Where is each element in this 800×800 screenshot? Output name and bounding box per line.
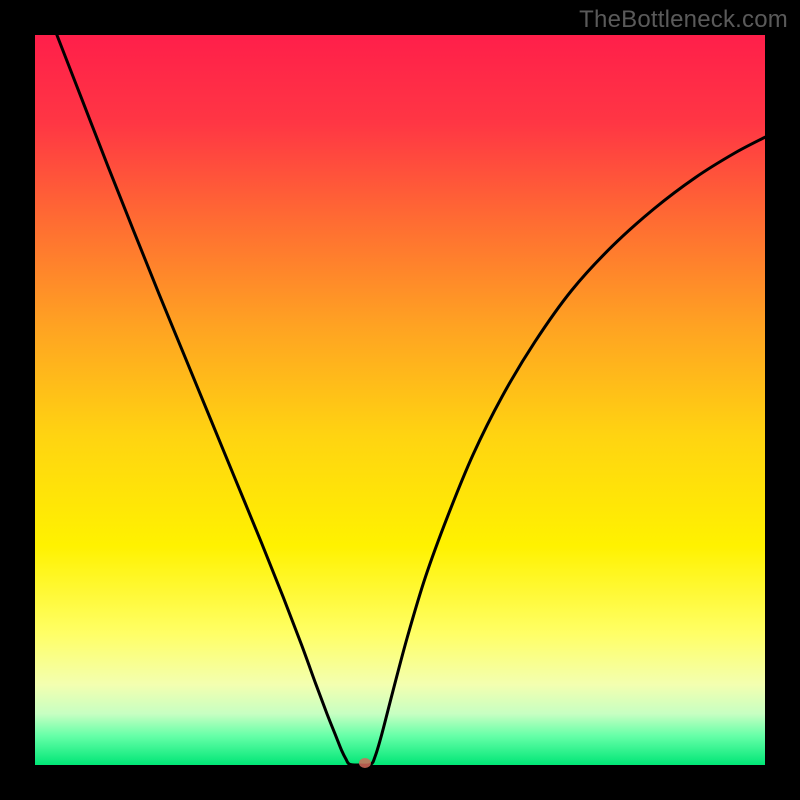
minimum-marker [359,758,371,768]
chart-svg [0,0,800,800]
watermark-text: TheBottleneck.com [579,6,788,34]
plot-background [35,35,765,765]
chart-container: TheBottleneck.com [0,0,800,800]
